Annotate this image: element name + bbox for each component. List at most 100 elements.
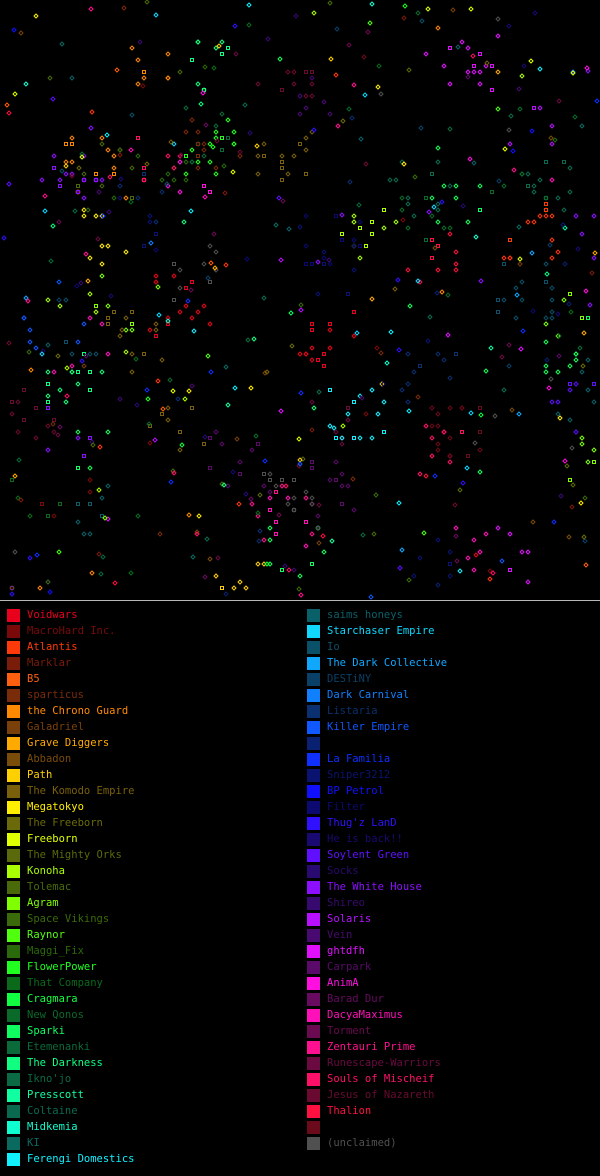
planet-marker [59, 41, 65, 47]
planet-marker [177, 285, 183, 291]
planet-marker [450, 7, 456, 13]
planet-marker [201, 153, 207, 159]
planet-marker [517, 261, 523, 267]
planet-marker [99, 243, 105, 249]
planet-marker [1, 235, 7, 241]
planet-marker [296, 436, 302, 442]
planet-marker [363, 411, 369, 417]
faction-name: Shireo [327, 897, 365, 909]
color-swatch [7, 1120, 20, 1134]
planet-marker [378, 91, 384, 97]
planet-marker [567, 165, 573, 171]
planet-marker [447, 81, 453, 87]
planet-marker [589, 270, 595, 276]
planet-marker [457, 487, 463, 493]
planet-marker [237, 153, 243, 159]
planet-marker [69, 135, 75, 141]
planet-marker [147, 219, 153, 225]
legend-entry: sparticus [7, 687, 297, 703]
color-swatch [307, 608, 320, 622]
planet-marker [205, 353, 211, 359]
planet-marker [291, 81, 297, 87]
planet-marker [195, 39, 201, 45]
planet-marker [495, 106, 501, 112]
faction-name: Zentauri Prime [327, 1041, 416, 1053]
planet-marker [262, 458, 268, 464]
planet-marker [223, 364, 229, 370]
planet-marker [261, 483, 267, 489]
station-marker [322, 364, 326, 368]
legend-entry: Presscott [7, 1087, 297, 1103]
planet-marker [435, 25, 441, 31]
planet-marker [81, 207, 87, 213]
station-marker [46, 382, 50, 386]
planet-marker [471, 567, 477, 573]
planet-marker [371, 531, 377, 537]
planet-marker [237, 149, 243, 155]
planet-marker [327, 423, 333, 429]
station-marker [280, 178, 284, 182]
station-marker [460, 430, 464, 434]
planet-marker [78, 280, 84, 286]
planet-marker [369, 435, 375, 441]
planet-marker [478, 412, 484, 418]
station-marker [304, 172, 308, 176]
territory-map[interactable] [0, 0, 600, 600]
planet-marker [83, 353, 89, 359]
color-swatch [7, 832, 20, 846]
planet-marker [207, 556, 213, 562]
planet-marker [529, 250, 535, 256]
planet-marker [171, 165, 177, 171]
station-marker [10, 400, 14, 404]
planet-marker [298, 302, 304, 308]
planet-marker [578, 500, 584, 506]
planet-marker [495, 33, 501, 39]
planet-marker [96, 189, 102, 195]
planet-marker [556, 98, 562, 104]
faction-name: Sniper3212 [327, 769, 391, 781]
faction-name: DESTiNY [327, 673, 372, 685]
planet-marker [202, 574, 208, 580]
planet-marker [87, 351, 93, 357]
planet-marker [102, 515, 108, 521]
planet-marker [205, 275, 211, 281]
planet-marker [429, 435, 435, 441]
planet-marker [537, 105, 543, 111]
planet-marker [75, 339, 81, 345]
planet-marker [214, 138, 220, 144]
station-marker [424, 196, 428, 200]
planet-marker [165, 405, 171, 411]
planet-marker [279, 483, 285, 489]
station-marker [46, 406, 50, 410]
planet-marker [441, 183, 447, 189]
planet-marker [506, 342, 512, 348]
planet-marker [415, 394, 421, 400]
planet-marker [406, 408, 412, 414]
legend-entry: (unclaimed) [307, 1135, 597, 1151]
planet-marker [285, 171, 291, 177]
planet-marker [256, 538, 262, 544]
faction-name: Starchaser Empire [327, 625, 435, 637]
planet-marker [488, 345, 494, 351]
planet-marker [447, 405, 453, 411]
color-swatch [7, 624, 20, 638]
planet-marker [246, 22, 252, 28]
color-swatch [307, 736, 320, 750]
planet-marker [487, 568, 493, 574]
planet-marker [59, 168, 65, 174]
faction-name: He is back!! [327, 833, 403, 845]
planet-marker [530, 519, 536, 525]
legend-entry: Maggi_Fix [7, 943, 297, 959]
planet-marker [477, 81, 483, 87]
faction-name: B5 [27, 673, 40, 685]
station-marker [340, 502, 344, 506]
color-swatch [7, 800, 20, 814]
color-swatch [307, 1120, 320, 1134]
station-marker [346, 406, 350, 410]
planet-marker [309, 495, 315, 501]
planet-marker [135, 195, 141, 201]
planet-marker [76, 165, 82, 171]
planet-marker [303, 213, 309, 219]
planet-marker [296, 586, 302, 592]
station-marker [466, 454, 470, 458]
